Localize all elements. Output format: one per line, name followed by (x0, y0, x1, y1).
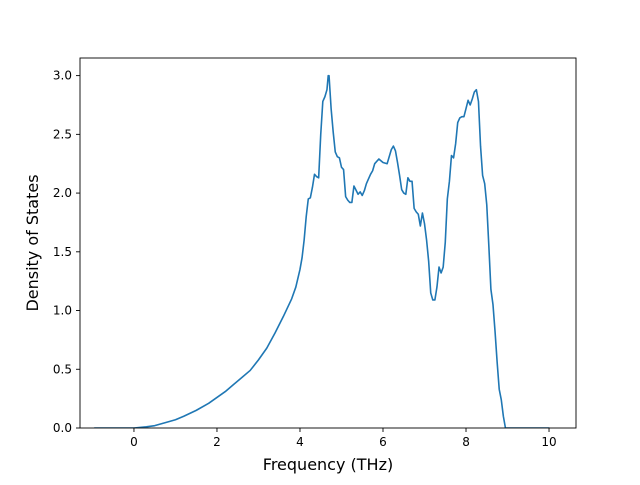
y-tick-label: 2.0 (53, 186, 72, 200)
y-tick-label: 2.5 (53, 127, 72, 141)
y-axis: 0.0 0.5 1.0 1.5 2.0 2.5 3.0 (53, 69, 80, 435)
y-tick-label: 3.0 (53, 69, 72, 83)
x-tick-label: 0 (130, 435, 138, 449)
y-tick-label: 1.0 (53, 304, 72, 318)
y-tick-label: 0.0 (53, 421, 72, 435)
x-tick-label: 2 (213, 435, 221, 449)
x-tick-label: 8 (462, 435, 470, 449)
dos-series-line (93, 74, 550, 428)
y-axis-label: Density of States (23, 174, 42, 311)
axes-frame (79, 57, 577, 429)
y-tick-label: 0.5 (53, 362, 72, 376)
x-axis-label: Frequency (THz) (263, 455, 393, 474)
x-tick-label: 4 (296, 435, 304, 449)
x-axis: 0 2 4 6 8 10 (130, 428, 557, 449)
x-tick-label: 10 (541, 435, 556, 449)
x-tick-label: 6 (379, 435, 387, 449)
y-tick-label: 1.5 (53, 245, 72, 259)
plot-area (93, 74, 550, 428)
